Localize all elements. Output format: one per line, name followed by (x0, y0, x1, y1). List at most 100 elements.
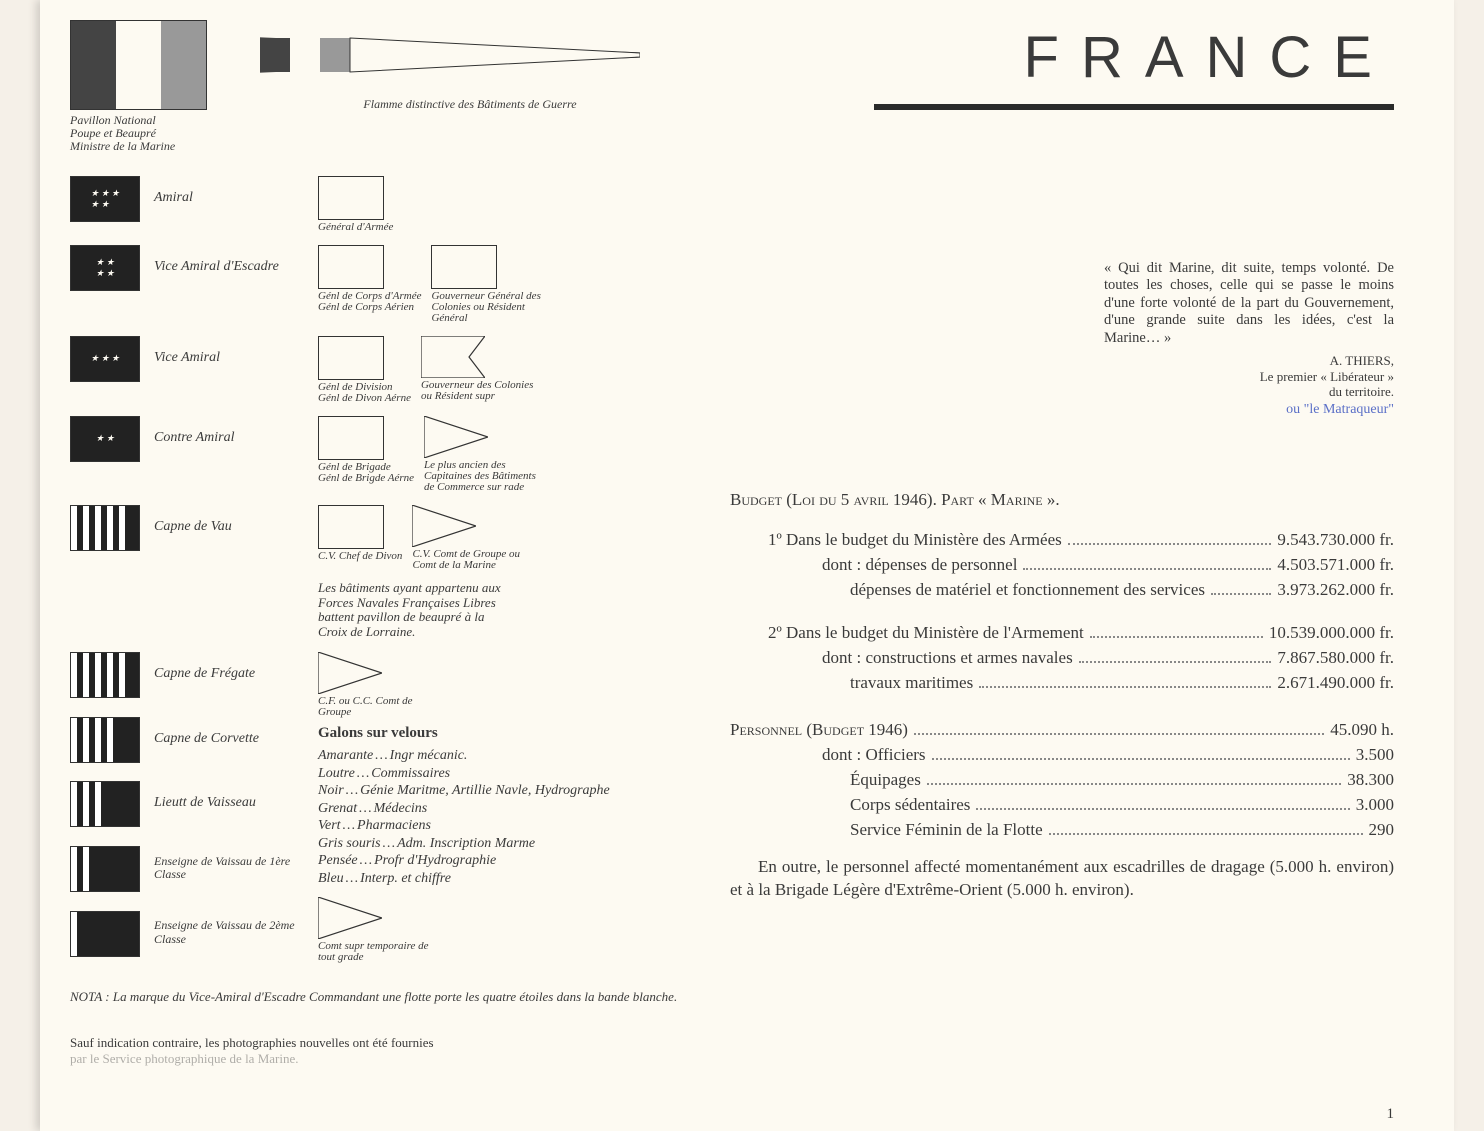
galon-color: Noir (318, 782, 344, 800)
left-column: Pavillon National Poupe et Beaupré Minis… (70, 20, 680, 1066)
war-pennant-icon (260, 20, 640, 90)
budget-value: 10.539.000.000 fr. (1269, 622, 1394, 645)
fnfl-note: Les bâtiments ayant appartenu aux Forces… (318, 581, 508, 641)
dot-leader (979, 676, 1271, 688)
budget-value: 7.867.580.000 fr. (1277, 647, 1394, 670)
rank-label: Vice Amiral (154, 336, 304, 380)
budget-heading: Budget (Loi du 5 avril 1946). Part « Mar… (730, 489, 1394, 512)
dot-leader (927, 773, 1341, 785)
division-block: Génl de Division Génl de Divon Aérne Gou… (318, 336, 680, 404)
galon-color: Gris souris (318, 835, 381, 853)
rank-label: Capne de Vau (154, 505, 304, 549)
rank-flag-cv (70, 505, 140, 551)
budget-value: 4.503.571.000 fr. (1277, 554, 1394, 577)
galon-role: Médecins (374, 800, 428, 818)
galon-color: Loutre (318, 765, 355, 783)
galon-line: Amarante…Ingr mécanic. (318, 747, 680, 765)
pennant-triangle-icon (318, 652, 382, 694)
galon-role: Ingr mécanic. (390, 747, 468, 765)
photo-credit-note: Sauf indication contraire, les photograp… (70, 1035, 680, 1066)
mini-flag (318, 336, 384, 380)
mini-flag-label: Génl de Division Génl de Divon Aérne (318, 382, 411, 404)
galon-role: Profr d'Hydrographie (374, 852, 496, 870)
budget-value: 2.671.490.000 fr. (1277, 672, 1394, 695)
epigraph-source-name: A. THIERS, (1104, 353, 1394, 369)
scanned-page: FRANCE Pavillon National Poupe et Beaupr… (0, 0, 1484, 1131)
galons-title: Galons sur velours (318, 724, 680, 743)
war-pennant-caption: Flamme distinctive des Bâtiments de Guer… (260, 97, 680, 112)
galon-dots: … (381, 835, 397, 853)
personnel-value: 3.500 (1356, 744, 1394, 767)
budget-label: dont : dépenses de personnel (822, 554, 1017, 577)
right-column: « Qui dit Marine, dit suite, temps volon… (730, 260, 1394, 902)
pennant-triangle-icon (412, 505, 476, 547)
dot-leader (976, 798, 1349, 810)
ranks-grid: ★ ★ ★★ ★ Amiral Général d'Armée ★ ★★ ★ V… (70, 176, 680, 976)
page-number: 1 (1387, 1106, 1395, 1123)
epigraph-source-line2: Le premier « Libérateur » (1104, 369, 1394, 385)
dot-leader (1211, 583, 1271, 595)
budget-label: travaux maritimes (850, 672, 973, 695)
galon-line: Gris souris…Adm. Inscription Marme (318, 835, 680, 853)
personnel-label: Équipages (850, 769, 921, 792)
galon-line: Bleu…Interp. et chiffre (318, 870, 680, 888)
epigraph-text: « Qui dit Marine, dit suite, temps volon… (1104, 260, 1394, 347)
budget-line: dont : constructions et armes navales 7.… (730, 647, 1394, 670)
budget-line: 2º Dans le budget du Ministère de l'Arme… (730, 622, 1394, 645)
rank-label: Contre Amiral (154, 416, 304, 460)
dot-leader (1079, 651, 1272, 663)
dot-leader (1023, 558, 1271, 570)
outre-paragraph: En outre, le personnel affecté momentané… (730, 856, 1394, 902)
handwritten-annotation: ou "le Matraqueur" (1104, 402, 1394, 419)
budget-line: travaux maritimes 2.671.490.000 fr. (730, 672, 1394, 695)
rank-label: Enseigne de Vaissau de 1ère Classe (154, 846, 304, 890)
mini-flag-label: Général d'Armée (318, 222, 393, 233)
mini-flag (318, 505, 384, 549)
galon-color: Bleu (318, 870, 344, 888)
book-sheet: FRANCE Pavillon National Poupe et Beaupr… (40, 0, 1454, 1131)
rank-flag-lv (70, 781, 140, 827)
rank-flag-amiral: ★ ★ ★★ ★ (70, 176, 140, 222)
general-armee-block: Général d'Armée (318, 176, 680, 233)
galon-role: Commissaires (371, 765, 450, 783)
swallowtail-flag-icon (421, 336, 485, 378)
rank-flag-va: ★ ★ ★ (70, 336, 140, 382)
rank-label: Capne de Corvette (154, 717, 304, 761)
mini-flag (318, 245, 384, 289)
mini-flag (318, 416, 384, 460)
galon-color: Pensée (318, 852, 358, 870)
title-underline (874, 104, 1394, 110)
rank-label: Capne de Frégate (154, 652, 304, 696)
galon-color: Amarante (318, 747, 373, 765)
photo-credit-line2: par le Service photographique de la Mari… (70, 1051, 299, 1066)
rank-flag-ev1 (70, 846, 140, 892)
personnel-heading-line: Personnel (Budget 1946) 45.090 h. (730, 715, 1394, 742)
personnel-label: dont : Officiers (822, 744, 926, 767)
rank-flag-cf (70, 652, 140, 698)
brigade-block: Génl de Brigade Génl de Brigde Aérne Le … (318, 416, 680, 493)
budget-line: dépenses de matériel et fonctionnement d… (730, 579, 1394, 602)
epigraph-block: « Qui dit Marine, dit suite, temps volon… (1104, 260, 1394, 419)
personnel-label: Corps sédentaires (850, 794, 970, 817)
rank-label: Enseigne de Vaissau de 2ème Classe (154, 911, 304, 955)
war-pennant-block: Flamme distinctive des Bâtiments de Guer… (260, 20, 680, 112)
galon-role: Interp. et chiffre (360, 870, 451, 888)
mini-flag-label: C.V. Chef de Divon (318, 551, 402, 562)
budget-label: dont : constructions et armes navales (822, 647, 1073, 670)
handnote-text: "le Matraqueur" (1304, 402, 1394, 417)
galon-dots: … (373, 747, 389, 765)
mini-flag (431, 245, 497, 289)
galon-line: Grenat…Médecins (318, 800, 680, 818)
dot-leader (1090, 626, 1263, 638)
tricolore-flag (70, 20, 207, 110)
personnel-value: 290 (1369, 819, 1395, 842)
tricolore-caption: Pavillon National Poupe et Beaupré Minis… (70, 114, 220, 154)
budget-line: dont : dépenses de personnel 4.503.571.0… (730, 554, 1394, 577)
galon-line: Noir…Génie Maritme, Artillie Navle, Hydr… (318, 782, 680, 800)
personnel-heading: Personnel (Budget 1946) (730, 719, 908, 742)
rank-label-text: Capne de Vau (154, 519, 232, 535)
personnel-line: dont : Officiers 3.500 (730, 744, 1394, 767)
cv-chef-block: C.V. Chef de Divon C.V. Comt de Groupe o… (318, 505, 680, 641)
dot-leader (914, 723, 1324, 735)
budget-value: 3.973.262.000 fr. (1277, 579, 1394, 602)
